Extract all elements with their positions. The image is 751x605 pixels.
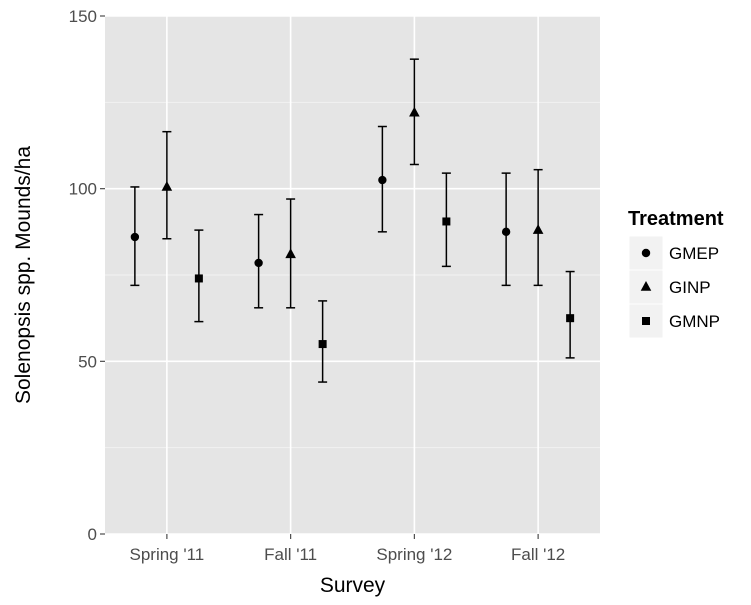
point-ginp: [409, 106, 420, 117]
legend-symbol-ginp: [640, 281, 652, 291]
y-tick-label: 0: [88, 525, 97, 544]
point-ginp: [285, 248, 296, 259]
legend: Treatment GMEP GINP GMNP: [628, 208, 724, 339]
point-gmep: [130, 232, 140, 242]
y-axis-title: Solenopsis spp. Mounds/ha: [12, 146, 35, 404]
x-tick-label: Fall '12: [511, 545, 565, 564]
y-tick-label: 50: [78, 352, 97, 371]
legend-symbol-gmep: [641, 248, 651, 258]
y-tick-label: 150: [69, 7, 97, 26]
legend-key-ginp: [628, 269, 664, 305]
point-gmnp: [194, 274, 203, 283]
legend-label-gmep: GMEP: [669, 244, 719, 263]
y-tick-labels: 0 50 100 150: [69, 7, 97, 544]
point-ginp: [161, 180, 173, 191]
point-ginp: [532, 224, 544, 234]
legend-label-gmnp: GMNP: [669, 312, 720, 331]
x-tick-label: Spring '12: [376, 545, 452, 564]
x-axis-title: Survey: [320, 574, 386, 597]
legend-symbol-gmnp: [642, 317, 650, 325]
x-tick-label: Fall '11: [264, 545, 317, 564]
point-gmep: [501, 227, 511, 237]
legend-label-ginp: GINP: [669, 278, 711, 297]
point-gmep: [378, 175, 387, 185]
y-tick-label: 100: [69, 180, 97, 199]
point-gmnp: [442, 217, 451, 226]
legend-title: Treatment: [628, 208, 724, 230]
data-marks: [130, 58, 575, 383]
point-gmep: [254, 258, 263, 268]
point-gmnp: [318, 340, 327, 349]
minor-grid: [105, 101, 600, 449]
point-gmnp: [566, 314, 575, 323]
x-tick-label: Spring '11: [129, 545, 204, 564]
axis-ticks: [100, 15, 539, 539]
x-tick-labels: Spring '11 Fall '11 Spring '12 Fall '12: [129, 545, 565, 564]
